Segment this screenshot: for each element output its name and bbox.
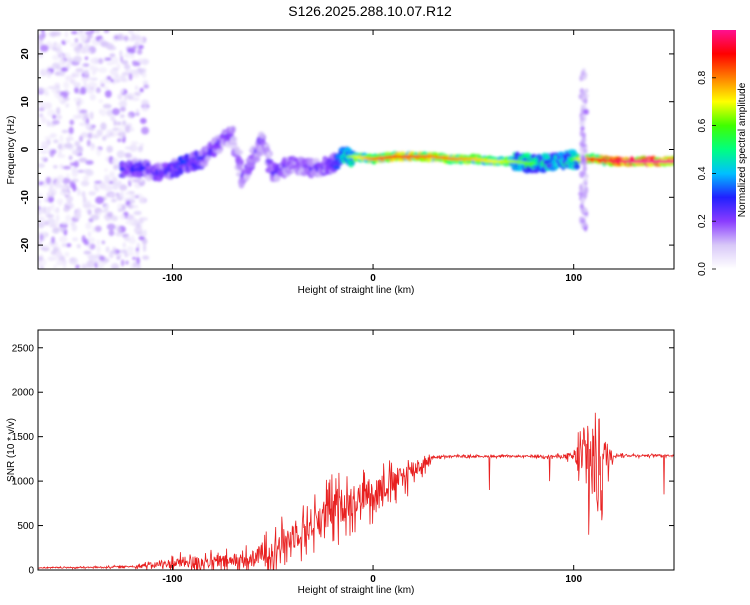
spectrogram-x-label: Height of straight line (km) xyxy=(298,285,415,296)
snr-ytick-label: 500 xyxy=(17,521,34,532)
spectrogram-ytick-label: -10 xyxy=(20,190,31,205)
snr-ytick-label: 0 xyxy=(28,566,34,577)
snr-x-label: Height of straight line (km) xyxy=(298,585,415,596)
colorbar-tick-label: 0.2 xyxy=(697,214,708,228)
colorbar-tick-label: 0.4 xyxy=(697,166,708,180)
spectrogram-y-label: Frequency (Hz) xyxy=(6,116,17,185)
snr-ytick-label: 2500 xyxy=(12,343,35,354)
spectrogram-xtick-label: 0 xyxy=(370,273,376,284)
spectrogram-xtick-label: 100 xyxy=(565,273,582,284)
colorbar-tick-label: 0.0 xyxy=(697,262,708,276)
colorbar-scale xyxy=(712,30,736,269)
snr-xtick-label: -100 xyxy=(162,574,182,585)
colorbar-label: Normalized spectral amplitude xyxy=(737,82,748,217)
snr-series-line xyxy=(38,412,674,570)
colorbar-tick-label: 0.8 xyxy=(697,70,708,84)
snr-ytick-label: 1000 xyxy=(12,477,35,488)
colorbar-tick-label: 0.6 xyxy=(697,118,708,132)
spectrogram-ytick-label: 0 xyxy=(20,146,31,152)
colorbar-ticks: 0.0 0.2 0.4 0.6 0.8 xyxy=(697,70,716,276)
spectrogram-xtick-label: -100 xyxy=(162,273,182,284)
snr-y-label: SNR (10 * v/v) xyxy=(6,418,17,482)
snr-ytick-label: 1500 xyxy=(12,432,35,443)
spectrogram-blobs xyxy=(38,30,674,269)
snr-xtick-label: 0 xyxy=(370,574,376,585)
figure-title: S126.2025.288.10.07.R12 xyxy=(288,3,452,19)
snr-xtick-label: 100 xyxy=(565,574,582,585)
spectrogram-ytick-label: -20 xyxy=(20,237,31,252)
snr-frame xyxy=(37,329,675,571)
spectrogram-ytick-label: 10 xyxy=(20,96,31,108)
snr-ytick-label: 2000 xyxy=(12,388,35,399)
spectrogram-image xyxy=(38,30,674,269)
spectrogram-ytick-label: 20 xyxy=(20,48,31,60)
colorbar: 0.0 0.2 0.4 0.6 0.8 Normalized spectral ampl… xyxy=(697,30,748,276)
